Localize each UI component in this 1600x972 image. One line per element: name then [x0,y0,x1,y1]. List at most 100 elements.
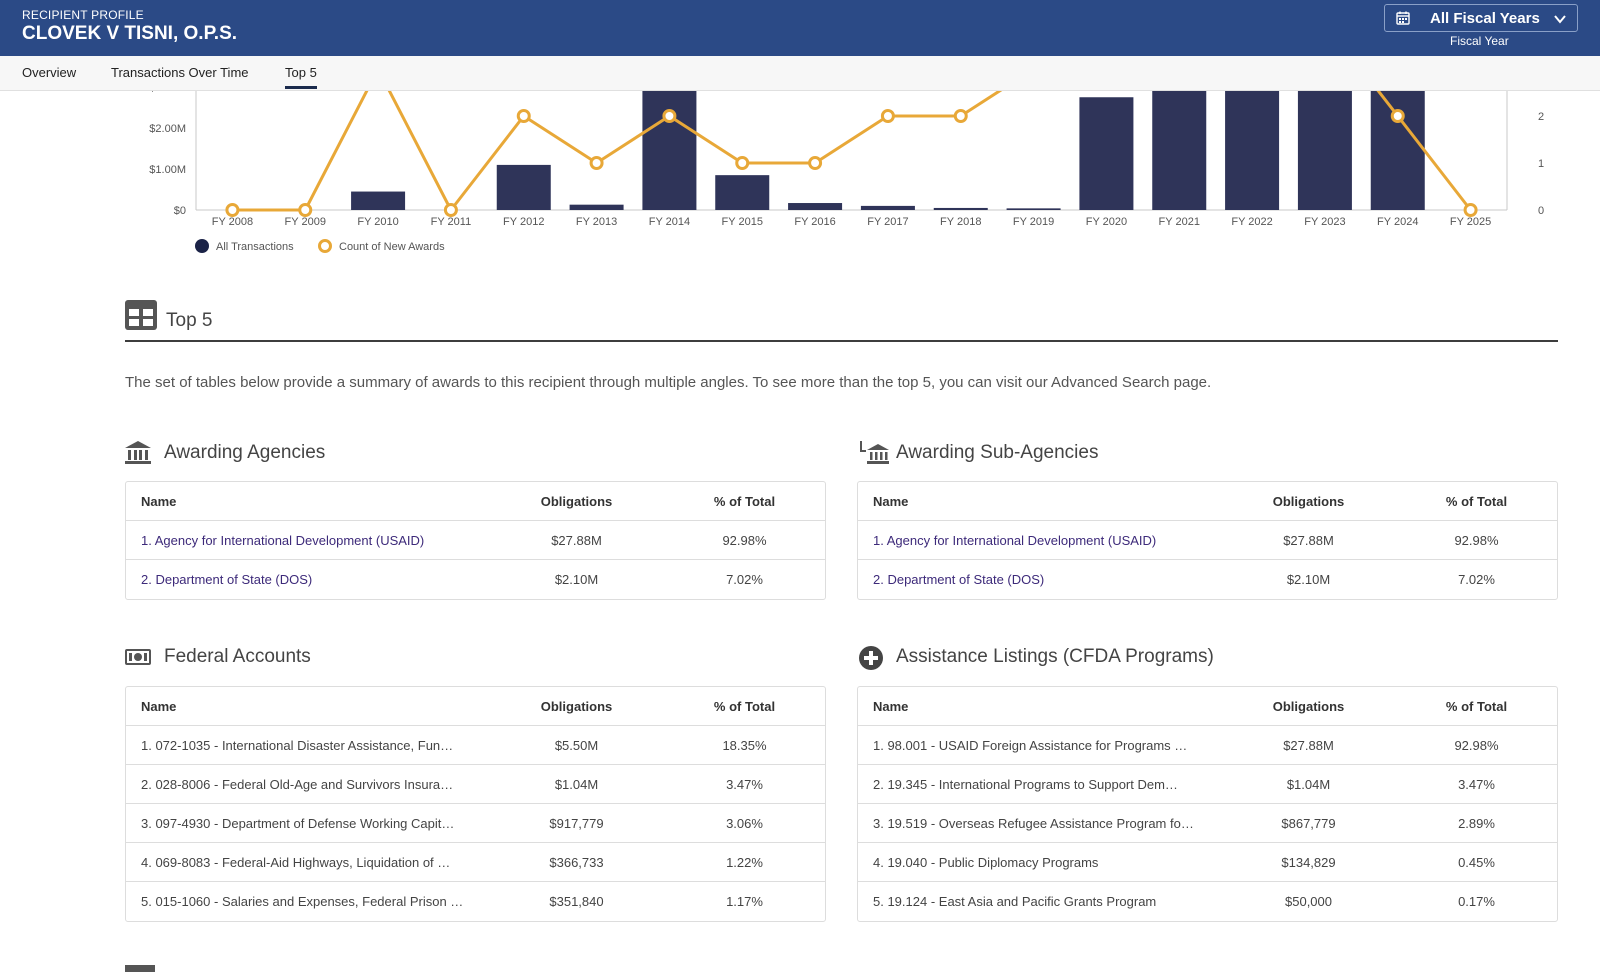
table-row: 5. 19.124 - East Asia and Pacific Grants… [858,882,1557,921]
top5-section-header: Top 5 [125,300,1558,342]
row-name-link[interactable]: 1. Agency for International Development … [141,532,425,548]
bar-all-transactions [351,191,406,210]
row-percent: 2.89% [1458,815,1495,831]
table-row: 4. 069-8083 - Federal-Aid Highways, Liqu… [126,843,825,882]
x-axis-tick: FY 2018 [940,216,981,228]
row-name: 5. 19.124 - East Asia and Pacific Grants… [873,894,1157,909]
row-percent: 92.98% [722,532,767,548]
row-obligations: $1.04M [1286,776,1331,792]
point-new-awards [443,203,458,217]
table-row: 1. Agency for International Development … [126,521,825,560]
x-axis-tick: FY 2022 [1231,216,1272,228]
table-row: 4. 19.040 - Public Diplomacy Programs $13… [858,843,1557,882]
row-percent: 7.02% [726,572,763,587]
assistance-listings-title: Assistance Listings (CFDA Programs) [896,646,1214,667]
money-icon [125,649,151,665]
federal-accounts-table: Name Obligations % of Total 1. 072-1035 - I… [125,686,826,922]
row-percent: 7.02% [1458,572,1495,587]
bar-all-transactions [788,203,843,210]
sub-agency-icon [860,441,889,464]
tab-transactions-over-time[interactable]: Transactions Over Time [111,65,249,80]
point-new-awards [298,203,313,217]
left-axis-tick: $1.00M [149,164,186,176]
row-name: 2. 19.345 - International Programs to Su… [873,776,1178,792]
point-new-awards [516,109,531,123]
bar-all-transactions [1297,91,1352,210]
next-section-icon [125,965,155,972]
bar-all-transactions [1006,208,1061,210]
row-obligations: $351,840 [549,894,604,909]
table-row: 3. 19.519 - Overseas Refugee Assistance … [858,804,1557,843]
x-axis-tick: FY 2015 [722,216,763,228]
row-percent: 1.17% [726,894,763,909]
row-percent: 92.98% [1454,532,1499,548]
row-name-link[interactable]: 2. Department of State (DOS) [873,572,1045,587]
right-axis-tick: 0 [1538,205,1544,217]
x-axis-tick: FY 2017 [867,216,908,228]
top5-title: Top 5 [166,310,213,331]
table-header: Name Obligations % of Total [858,687,1557,726]
bar-all-transactions [1225,91,1280,210]
line-new-awards [232,91,1472,212]
bar-all-transactions [933,207,988,210]
table-header: Name Obligations % of Total [858,482,1557,521]
row-name: 1. 98.001 - USAID Foreign Assistance for… [873,737,1188,753]
legend-new-awards-label: Count of New Awards [339,241,445,253]
x-axis-tick: FY 2025 [1450,216,1491,228]
x-axis-tick: FY 2020 [1086,216,1127,228]
x-axis-tick: FY 2011 [431,216,472,228]
tab-overview[interactable]: Overview [22,65,77,80]
point-new-awards [1390,109,1405,123]
row-name-link[interactable]: 1. Agency for International Development … [873,532,1157,548]
column-header: Obligations [1272,698,1345,714]
point-new-awards [662,109,677,123]
header-eyebrow: RECIPIENT PROFILE [22,8,144,22]
column-header: Obligations [540,698,613,714]
row-name-link[interactable]: 2. Department of State (DOS) [141,572,313,587]
row-name: 3. 19.519 - Overseas Refugee Assistance … [873,815,1194,831]
awarding-agencies-table: Name Obligations % of Total 1. Agency for I… [125,481,826,600]
plus-circle-icon [859,646,883,670]
row-name: 4. 19.040 - Public Diplomacy Programs [873,854,1099,870]
tab-top-5[interactable]: Top 5 [285,65,317,89]
chevron-down-icon [1554,15,1566,24]
calendar-icon [1396,11,1410,25]
point-new-awards [880,109,895,123]
table-header: Name Obligations % of Total [126,482,825,521]
bar-all-transactions [496,164,551,210]
fiscal-year-select[interactable]: All Fiscal Years [1384,4,1578,32]
bar-all-transactions [1370,91,1425,210]
bar-all-transactions [569,204,624,210]
legend-all-transactions-swatch [195,239,209,253]
column-header: Name [141,698,177,714]
x-axis-tick: FY 2012 [503,216,544,228]
x-axis-tick: FY 2024 [1377,216,1418,228]
row-obligations: $5.50M [554,737,599,753]
row-name: 3. 097-4930 - Department of Defense Work… [141,815,455,831]
table-row: 1. Agency for International Development … [858,521,1557,560]
row-percent: 0.17% [1458,894,1495,909]
table-row: 1. 072-1035 - International Disaster Ass… [126,726,825,765]
row-obligations: $1.04M [554,776,599,792]
x-axis-tick: FY 2009 [285,216,326,228]
table-row: 2. 028-8006 - Federal Old-Age and Surviv… [126,765,825,804]
left-axis-tick: $0 [174,205,186,217]
table-row: 2. Department of State (DOS) $2.10M 7.02% [126,560,825,599]
section-tabs: Overview Transactions Over Time Top 5 [0,56,1600,91]
column-header: Obligations [1272,493,1345,509]
fiscal-year-label: Fiscal Year [1450,34,1509,48]
left-axis-tick: $2.00M [149,123,186,135]
federal-accounts-title: Federal Accounts [164,646,311,667]
point-new-awards [225,203,240,217]
point-new-awards [1463,203,1478,217]
row-obligations: $27.88M [1283,532,1334,548]
column-header: Name [873,493,909,509]
column-header: Name [141,493,177,509]
row-percent: 0.45% [1458,854,1495,870]
table-header: Name Obligations % of Total [126,687,825,726]
table-icon [125,300,157,330]
row-percent: 3.06% [726,815,763,831]
row-obligations: $917,779 [549,815,604,831]
awarding-subagencies-title: Awarding Sub-Agencies [896,442,1099,463]
x-axis-tick: FY 2013 [576,216,617,228]
